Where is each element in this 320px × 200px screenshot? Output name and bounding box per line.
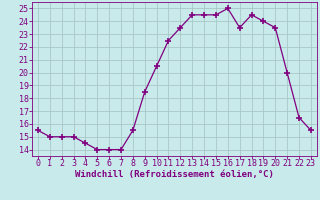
X-axis label: Windchill (Refroidissement éolien,°C): Windchill (Refroidissement éolien,°C) [75, 170, 274, 179]
